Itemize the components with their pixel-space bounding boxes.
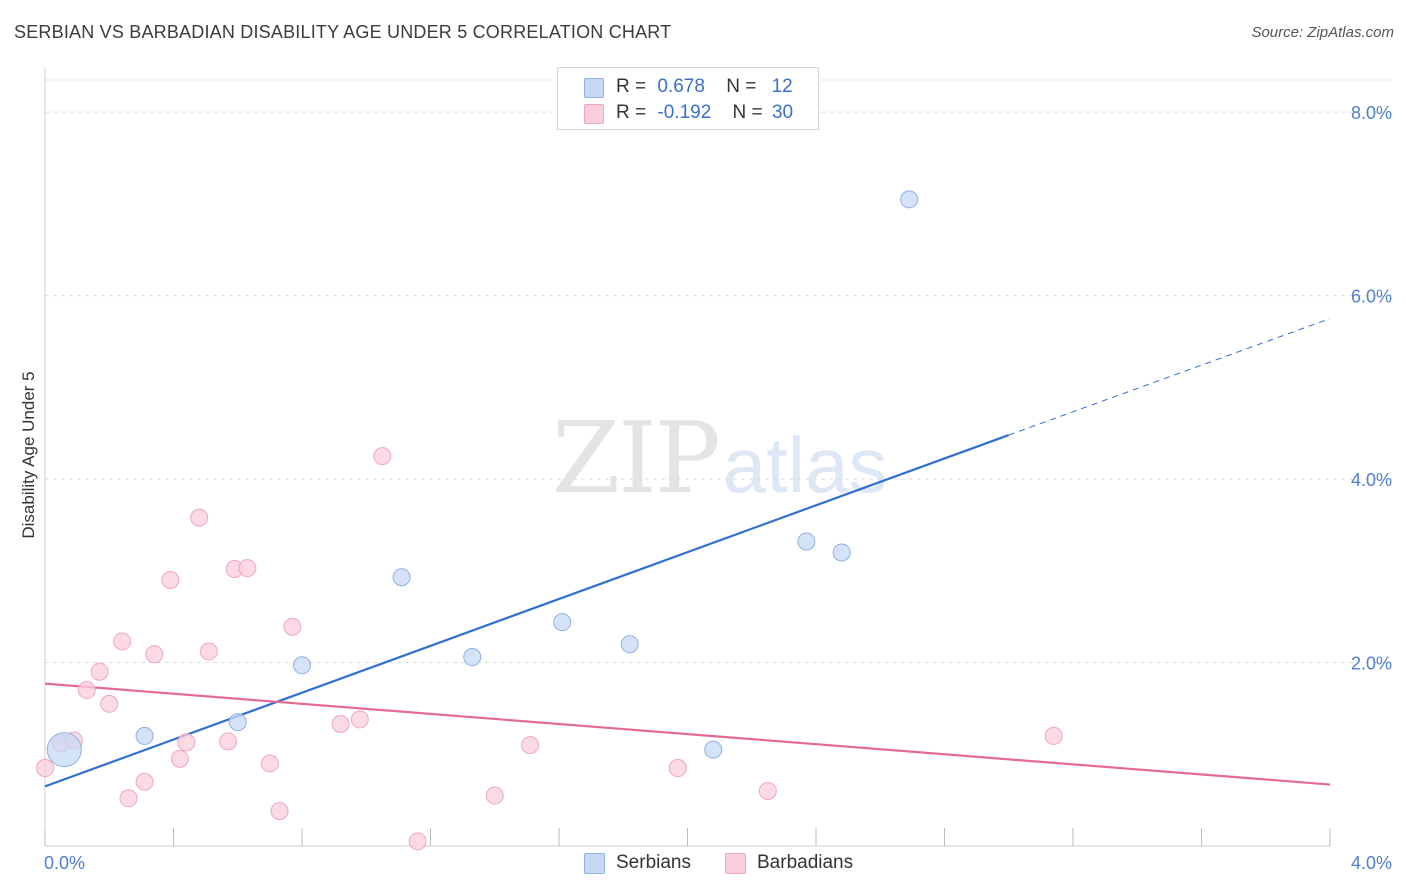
barbadians-point-8 (135, 772, 154, 791)
correlation-legend: R = 0.678 N = 12 R = -0.192 N = 30 (557, 67, 819, 130)
barbadians-point-28 (758, 781, 777, 800)
barbadians-r-label: R = (616, 102, 647, 123)
barbadians-point-12 (177, 733, 196, 752)
barbadians-point-6 (113, 632, 132, 651)
y-tick-label-0: 2.0% (1351, 654, 1392, 674)
serbians-point-3 (293, 656, 311, 675)
y-tick-label-1: 4.0% (1351, 470, 1392, 490)
barbadians-point-19 (270, 802, 289, 821)
barbadians-r-value: -0.192 (657, 102, 712, 123)
barbadians-point-10 (161, 570, 180, 589)
serbians-point-10 (832, 543, 851, 562)
chart-title: SERBIAN VS BARBADIAN DISABILITY AGE UNDE… (14, 22, 672, 42)
barbadians-n-value: 30 (771, 102, 794, 123)
barbadians-point-21 (331, 715, 350, 734)
y-tick-label-3: 8.0% (1351, 103, 1392, 123)
serbians-n-value: 12 (771, 76, 793, 97)
barbadians-point-29 (1044, 726, 1063, 745)
axes (44, 68, 1331, 847)
serbians-point-7 (620, 635, 639, 654)
serbians-point-5 (463, 648, 482, 667)
barbadians-n-label: N = (732, 102, 763, 123)
tick-labels: 2.0% 4.0% 6.0% 8.0% 0.0% 4.0% (44, 103, 1392, 873)
serbians-point-2 (228, 713, 247, 732)
barbadians-point-15 (219, 732, 238, 751)
barbadians-point-18 (260, 754, 279, 773)
barbadians-point-9 (145, 645, 164, 664)
y-tick-label-2: 6.0% (1351, 287, 1392, 307)
trend-lines (44, 318, 1331, 788)
serbians-swatch (584, 78, 604, 98)
barbadians-point-22 (350, 710, 369, 729)
y-axis-label: Disability Age Under 5 (19, 371, 38, 538)
barbadians-point-0 (36, 759, 54, 778)
barbadians-point-7 (119, 789, 138, 808)
serbians-trend-line (44, 434, 1010, 788)
serbians-r-label: R = (616, 76, 647, 97)
serbians-r-value: 0.678 (657, 76, 705, 97)
barbadians-point-5 (100, 694, 119, 713)
barbadians-point-20 (283, 617, 302, 636)
barbadians-point-13 (190, 508, 209, 527)
serbians-point-1 (135, 726, 154, 745)
x-tick-label-1: 4.0% (1351, 853, 1392, 873)
serbians-point-0 (46, 732, 82, 768)
serbians-n-label: N = (726, 76, 757, 97)
serbians-trend-extension (1008, 318, 1331, 436)
serbians-point-8 (704, 740, 723, 759)
bottom-serbians-label: Serbians (616, 852, 691, 873)
barbadians-point-3 (77, 681, 96, 700)
bottom-barbadians-label: Barbadians (757, 852, 854, 873)
barbadians-point-25 (485, 786, 504, 805)
barbadians-point-17 (238, 559, 257, 578)
bottom-serbians-swatch (584, 853, 605, 874)
barbadians-point-11 (170, 749, 189, 768)
serbians-point-4 (392, 568, 411, 587)
barbadians-point-27 (668, 759, 687, 778)
barbadians-point-26 (521, 736, 540, 755)
barbadians-point-24 (408, 832, 427, 851)
barbadians-point-14 (199, 642, 218, 661)
source-label: Source: ZipAtlas.com (1251, 24, 1394, 41)
serbians-point-9 (797, 532, 816, 551)
barbadians-swatch (584, 104, 604, 124)
barbadians-point-4 (90, 662, 109, 681)
x-tick-label-0: 0.0% (44, 853, 85, 873)
barbadians-point-23 (373, 447, 392, 466)
data-points (36, 190, 1063, 851)
serbians-point-6 (553, 613, 572, 632)
bottom-barbadians-swatch (725, 853, 746, 874)
barbadians-trend-line (44, 682, 1331, 786)
serbians-point-11 (900, 190, 919, 209)
